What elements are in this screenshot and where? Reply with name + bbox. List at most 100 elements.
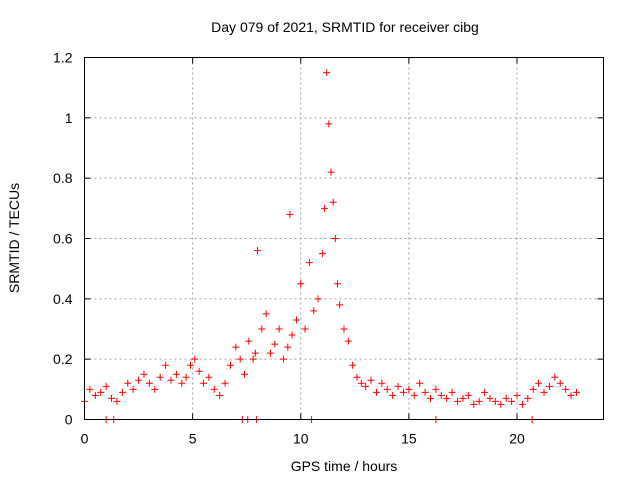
data-point [567, 391, 575, 399]
data-points [81, 69, 580, 423]
x-tick-label: 10 [293, 431, 309, 447]
data-point [210, 385, 218, 393]
data-point [470, 400, 478, 408]
data-point [108, 394, 116, 402]
data-point [236, 355, 244, 363]
data-point [508, 397, 516, 405]
grid-lines [84, 57, 604, 420]
data-point [325, 120, 333, 128]
x-tick-label: 5 [189, 431, 197, 447]
data-point [91, 391, 99, 399]
data-point [562, 385, 570, 393]
data-point [497, 400, 505, 408]
data-point [305, 259, 313, 267]
data-point [518, 400, 526, 408]
data-point [271, 340, 279, 348]
data-point [182, 373, 190, 381]
y-tick-label: 1 [65, 110, 73, 126]
y-tick-labels: 0 0.2 0.4 0.6 0.8 1 1.2 [53, 50, 73, 428]
data-point [251, 349, 259, 357]
plot-frame [84, 57, 604, 420]
data-point [129, 385, 137, 393]
data-point [226, 361, 234, 369]
y-tick-label: 0.4 [53, 291, 73, 307]
data-point [113, 397, 121, 405]
data-point [459, 394, 467, 402]
data-point [394, 382, 402, 390]
data-point [135, 376, 143, 384]
x-tick-label: 0 [81, 431, 89, 447]
data-point [301, 325, 309, 333]
data-point [383, 385, 391, 393]
data-point [262, 310, 270, 318]
data-point [205, 373, 213, 381]
data-point [286, 210, 294, 218]
data-point [372, 388, 380, 396]
data-point [195, 367, 203, 375]
data-point [162, 361, 170, 369]
data-point [145, 379, 153, 387]
data-point [102, 382, 110, 390]
data-point [172, 370, 180, 378]
data-point [353, 373, 361, 381]
data-point [258, 325, 266, 333]
data-point [448, 388, 456, 396]
data-point [191, 355, 199, 363]
data-point [421, 388, 429, 396]
y-tick-label: 0.8 [53, 170, 73, 186]
data-point [314, 295, 322, 303]
data-point [118, 388, 126, 396]
data-point [481, 388, 489, 396]
data-point [310, 307, 318, 315]
chart-title: Day 079 of 2021, SRMTID for receiver cib… [211, 19, 479, 35]
data-point [249, 355, 257, 363]
data-point [535, 379, 543, 387]
data-point [545, 382, 553, 390]
data-point [321, 204, 329, 212]
data-point [340, 325, 348, 333]
data-point [275, 325, 283, 333]
data-point [140, 370, 148, 378]
data-point [486, 394, 494, 402]
data-point [292, 316, 300, 324]
data-point [216, 391, 224, 399]
data-point [540, 388, 548, 396]
data-point [432, 385, 440, 393]
data-point [266, 349, 274, 357]
data-point [378, 379, 386, 387]
data-point [331, 235, 339, 242]
data-point [199, 379, 207, 387]
data-point [416, 379, 424, 387]
data-point [156, 373, 164, 381]
data-point [245, 337, 253, 345]
y-tick-label: 1.2 [53, 50, 73, 66]
data-point [221, 379, 229, 387]
data-point [389, 391, 397, 399]
data-point [349, 361, 357, 369]
data-point [524, 394, 532, 402]
data-point [367, 376, 375, 384]
data-point [344, 337, 352, 345]
data-point [297, 280, 305, 288]
y-axis-label: SRMTID / TECUs [6, 183, 22, 293]
data-point [572, 388, 580, 396]
data-point [288, 331, 296, 339]
data-point [279, 355, 287, 363]
data-point [329, 198, 337, 206]
data-point [124, 379, 132, 387]
x-axis-label: GPS time / hours [291, 458, 398, 474]
data-point [464, 391, 472, 399]
data-point [186, 361, 194, 369]
y-tick-label: 0.2 [53, 351, 73, 367]
data-point [254, 247, 261, 255]
x-tick-labels: 0 5 10 15 20 [81, 431, 525, 447]
data-point [336, 301, 344, 309]
data-point [491, 397, 499, 405]
data-point [399, 388, 407, 396]
data-point [323, 69, 331, 77]
x-tick-label: 15 [401, 431, 417, 447]
data-point [529, 385, 537, 393]
data-point [475, 397, 483, 405]
data-point [151, 385, 159, 393]
